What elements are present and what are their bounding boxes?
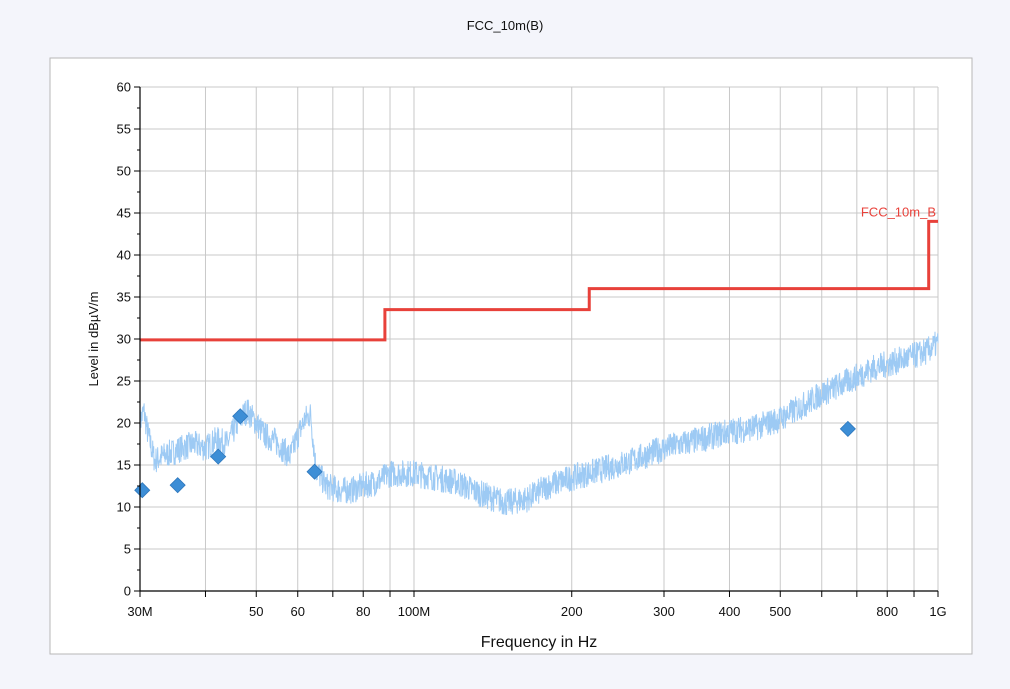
y-tick-label: 40 [117,248,131,263]
x-tick-label: 200 [561,604,583,619]
x-tick-label: 50 [249,604,263,619]
y-tick-label: 30 [117,332,131,347]
y-tick-label: 55 [117,122,131,137]
y-tick-label: 35 [117,290,131,305]
x-tick-label: 100M [398,604,431,619]
limit-line [140,219,938,342]
x-tick-label: 80 [356,604,370,619]
x-tick-label: 300 [653,604,675,619]
measured-point [839,420,856,437]
measured-point [210,448,227,465]
limit-line-label: FCC_10m_B [861,204,936,219]
x-tick-label: 60 [291,604,305,619]
x-tick-label: 400 [719,604,741,619]
y-tick-label: 25 [117,374,131,389]
measured-point [169,477,186,494]
spectrum-trace [139,331,939,516]
x-tick-label: 30M [127,604,152,619]
x-tick-label: 500 [769,604,791,619]
y-tick-label: 50 [117,164,131,179]
chart-title: FCC_10m(B) [467,18,544,33]
series-layer: FCC_10m_B [134,204,939,516]
y-tick-label: 5 [124,542,131,557]
x-tick-label: 1G [929,604,946,619]
y-tick-label: 60 [117,80,131,95]
axes-layer: 0 5 10 15 20 25 30 35 40 45 50 55 60 30M 50 60 80 100M 200… [117,80,947,620]
x-tick-label: 800 [876,604,898,619]
y-tick-label: 20 [117,416,131,431]
y-axis-label: Level in dBµV/m [86,292,101,387]
measured-point [232,408,249,425]
y-tick-label: 15 [117,458,131,473]
y-tick-label: 0 [124,584,131,599]
plot-frame [49,57,973,655]
y-tick-label: 10 [117,500,131,515]
measured-point [306,463,323,480]
x-axis-label: Frequency in Hz [481,634,598,651]
y-tick-label: 45 [117,206,131,221]
